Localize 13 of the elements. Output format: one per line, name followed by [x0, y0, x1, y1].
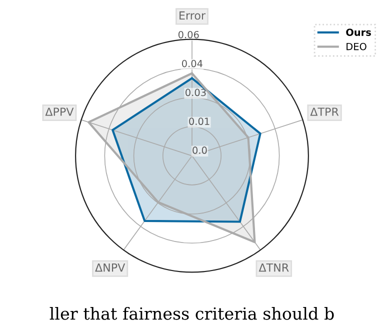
legend-label: Ours [346, 28, 371, 36]
y-tick-label: 0.03 [186, 88, 206, 96]
spoke-label: ΔNPV [95, 264, 126, 272]
spoke-label: ΔTNR [258, 264, 289, 272]
spoke-label: Error [180, 11, 206, 20]
spoke-label: ΔTPR [310, 108, 339, 116]
legend-label: DEO [346, 42, 366, 50]
y-tick-label: 0.01 [189, 118, 210, 126]
spoke-label: ΔPPV [45, 108, 74, 116]
y-tick-label: 0.04 [182, 60, 202, 68]
y-tick-label: 0.0 [192, 146, 207, 154]
y-tick-label: 0.06 [178, 30, 199, 38]
text: ller that fairness criteria should b [50, 306, 334, 320]
